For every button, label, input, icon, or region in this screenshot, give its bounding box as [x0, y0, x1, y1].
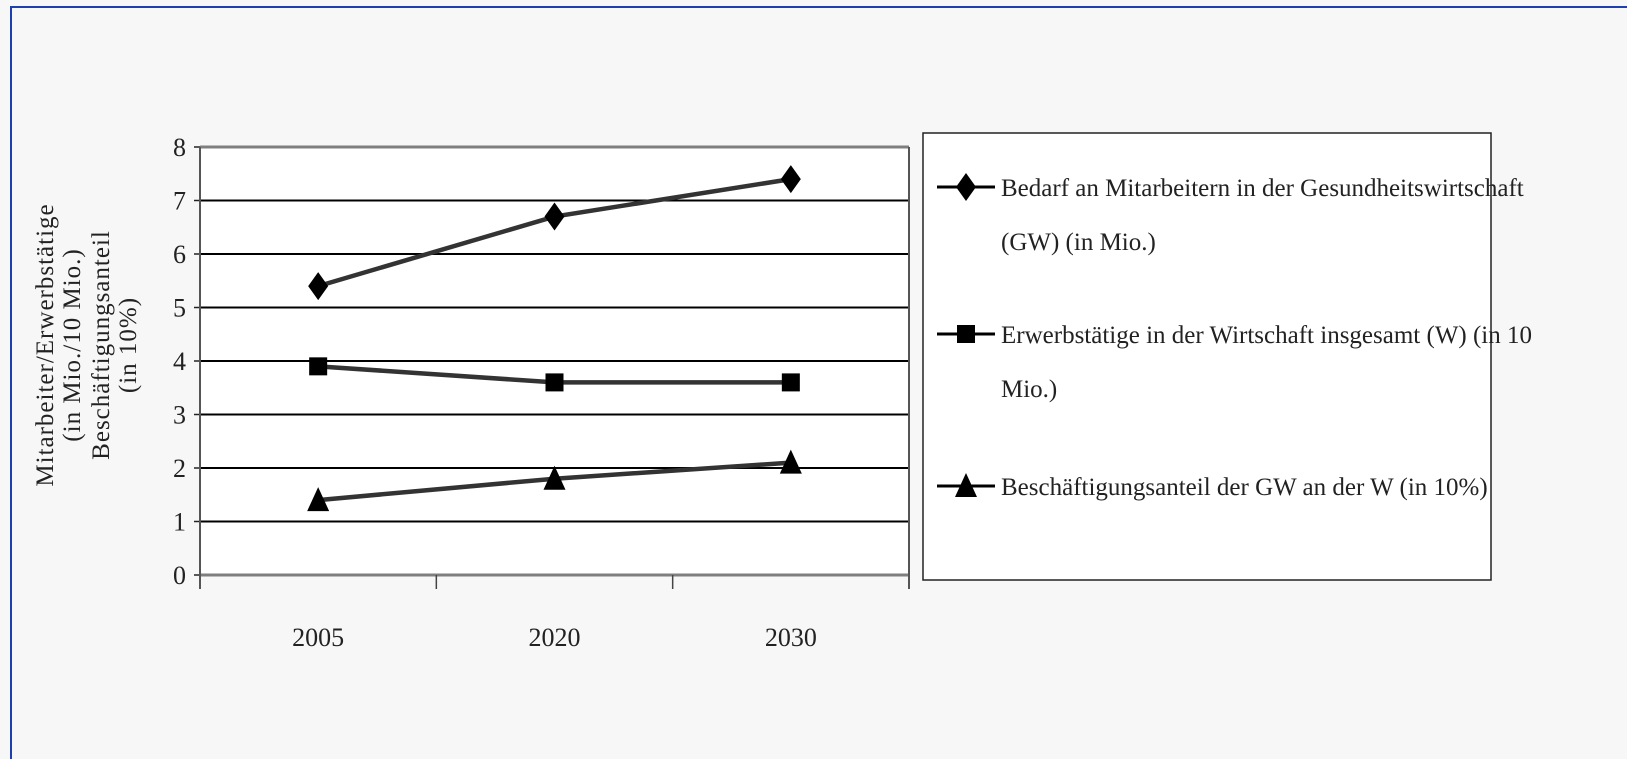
- y-tick-label: 8: [173, 133, 186, 162]
- legend-label: (GW) (in Mio.): [1001, 229, 1156, 256]
- y-tick-label: 7: [173, 187, 186, 216]
- y-tick-label: 0: [173, 561, 186, 590]
- data-point-square: [309, 357, 328, 376]
- legend-entry: Erwerbstätige in der Wirtschaft insgesam…: [937, 322, 1532, 403]
- x-tick-label: 2030: [765, 623, 817, 652]
- y-tick-label: 5: [173, 294, 186, 323]
- y-tick-label: 6: [173, 240, 186, 269]
- legend-entry: Beschäftigungsanteil der GW an der W (in…: [937, 473, 1488, 501]
- data-point-diamond: [780, 165, 801, 194]
- data-point-triangle: [779, 449, 802, 474]
- y-tick-label: 2: [173, 454, 186, 483]
- legend: Bedarf an Mitarbeitern in der Gesundheit…: [922, 132, 1532, 581]
- y-axis-label-line: Beschäftigungsanteil: [88, 230, 115, 460]
- series-triangle: [307, 449, 802, 512]
- legend-entry: Bedarf an Mitarbeitern in der Gesundheit…: [937, 173, 1524, 256]
- y-axis-label: Mitarbeiter/Erwerbstätige (in Mio./10 Mio…: [32, 203, 142, 486]
- y-tick-label: 3: [173, 401, 186, 430]
- y-axis-label-line: (in Mio./10 Mio.): [59, 248, 86, 441]
- legend-label: Erwerbstätige in der Wirtschaft insgesam…: [1001, 322, 1532, 349]
- y-tick-label: 4: [173, 347, 186, 376]
- legend-box: [922, 132, 1492, 581]
- legend-swatch-marker: [956, 173, 976, 201]
- legend-label: Bedarf an Mitarbeitern in der Gesundheit…: [1001, 175, 1524, 202]
- x-tick-label: 2005: [292, 623, 344, 652]
- data-point-diamond: [544, 202, 565, 231]
- data-point-square: [781, 373, 800, 392]
- legend-label: Beschäftigungsanteil der GW an der W (in…: [1001, 474, 1488, 501]
- plot-area: 0 1 2 3 4 5 6 7 8 2005 2020 2030: [173, 133, 910, 652]
- data-point-diamond: [308, 272, 329, 301]
- y-tick-label: 1: [173, 508, 186, 537]
- x-tick-label: 2020: [529, 623, 581, 652]
- data-point-square: [545, 373, 564, 392]
- series-square: [309, 357, 800, 392]
- y-axis-label-line: Mitarbeiter/Erwerbstätige: [32, 203, 59, 486]
- y-axis-label-line: (in 10%): [115, 297, 142, 393]
- legend-label: Mio.): [1001, 376, 1057, 403]
- legend-swatch-marker: [957, 325, 975, 343]
- data-point-triangle: [543, 465, 566, 490]
- data-point-triangle: [307, 487, 330, 512]
- chart-frame: [10, 6, 1627, 759]
- legend-swatch-marker: [955, 473, 977, 497]
- series-diamond: [308, 165, 801, 301]
